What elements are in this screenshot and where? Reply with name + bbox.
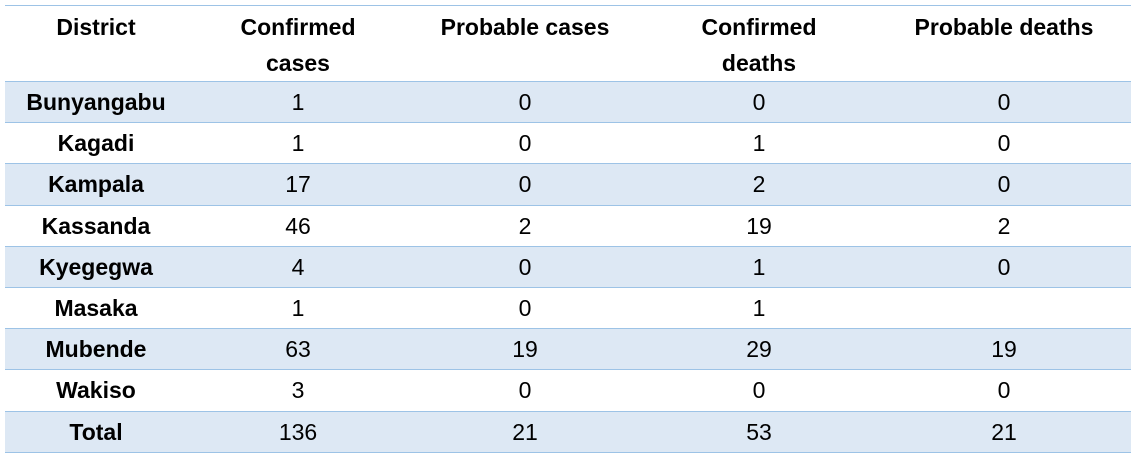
probable-deaths-cell: 0 [997,130,1011,157]
header-confirmed-cases: Confirmed cases [187,5,409,82]
confirmed-deaths-cell: 1 [752,295,766,322]
district-cell: Kyegegwa [39,253,153,280]
probable-cases-cell: 0 [518,377,532,404]
probable-deaths-cell: 0 [997,377,1011,404]
table-body: Bunyangabu 1 0 0 0 Kagadi 1 0 1 0 Kampal… [5,81,1131,453]
district-cell: Masaka [54,295,138,322]
table-header: District Confirmed cases Probable cases … [5,5,1131,82]
total-label-cell: Total [69,418,123,445]
table-row: Masaka 1 0 1 [5,287,1131,328]
header-confirmed-deaths-text: Confirmed deaths [701,14,817,76]
probable-deaths-cell: 19 [991,336,1017,363]
table-row: Kagadi 1 0 1 0 [5,122,1131,164]
district-cell: Kampala [48,171,144,198]
header-probable-deaths: Probable deaths [877,5,1131,82]
district-cell: Bunyangabu [26,89,166,116]
table-row: Kampala 17 0 2 0 [5,163,1131,206]
probable-cases-cell: 2 [518,212,532,239]
probable-deaths-cell: 0 [997,253,1011,280]
probable-cases-cell: 0 [518,253,532,280]
confirmed-cases-cell: 1 [291,295,305,322]
confirmed-deaths-cell: 29 [746,336,772,363]
confirmed-deaths-cell: 0 [752,377,766,404]
probable-deaths-cell: 0 [997,171,1011,198]
district-cell: Kassanda [41,212,151,239]
probable-deaths-cell [877,287,1131,328]
confirmed-deaths-cell: 1 [752,130,766,157]
district-cell: Kagadi [57,130,135,157]
header-probable-cases: Probable cases [409,5,641,82]
confirmed-deaths-cell: 2 [752,171,766,198]
probable-cases-cell: 0 [518,130,532,157]
confirmed-cases-cell: 1 [291,130,305,157]
total-probable-cases-cell: 21 [512,418,538,445]
confirmed-deaths-cell: 0 [752,89,766,116]
probable-deaths-cell: 2 [997,212,1011,239]
table-row: Mubende 63 19 29 19 [5,328,1131,370]
probable-deaths-cell: 0 [997,89,1011,116]
confirmed-cases-cell: 1 [291,89,305,116]
confirmed-cases-cell: 17 [285,171,311,198]
header-row: District Confirmed cases Probable cases … [5,5,1131,82]
total-probable-deaths-cell: 21 [991,418,1017,445]
confirmed-cases-cell: 3 [291,377,305,404]
confirmed-cases-cell: 46 [285,212,311,239]
table-row: Bunyangabu 1 0 0 0 [5,81,1131,123]
district-cases-table-container: District Confirmed cases Probable cases … [5,5,1131,453]
total-confirmed-cases-cell: 136 [278,418,318,445]
district-cases-table: District Confirmed cases Probable cases … [5,5,1131,453]
total-confirmed-deaths-cell: 53 [746,418,772,445]
confirmed-deaths-cell: 19 [746,212,772,239]
probable-cases-cell: 0 [518,89,532,116]
probable-cases-cell: 0 [518,171,532,198]
total-row: Total 136 21 53 21 [5,411,1131,453]
header-confirmed-cases-text: Confirmed cases [240,14,356,76]
district-cell: Mubende [45,336,147,363]
confirmed-cases-cell: 63 [285,336,311,363]
header-confirmed-deaths: Confirmed deaths [641,5,877,82]
table-row: Kyegegwa 4 0 1 0 [5,246,1131,288]
table-row: Wakiso 3 0 0 0 [5,369,1131,411]
confirmed-deaths-cell: 1 [752,253,766,280]
district-cell: Wakiso [56,377,136,404]
probable-cases-cell: 0 [518,295,532,322]
table-row: Kassanda 46 2 19 2 [5,205,1131,246]
confirmed-cases-cell: 4 [291,253,305,280]
header-district: District [5,5,187,82]
probable-cases-cell: 19 [512,336,538,363]
